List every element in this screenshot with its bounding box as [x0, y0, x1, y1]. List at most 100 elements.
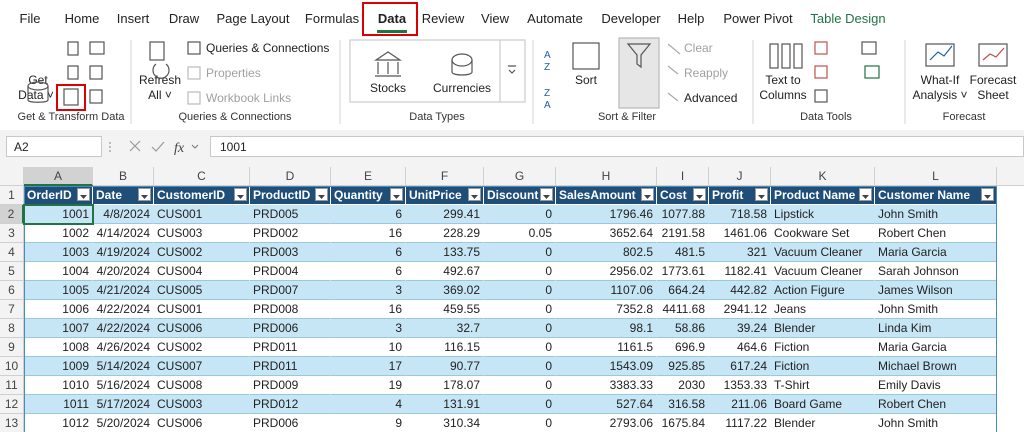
table-cell[interactable]: 1077.88 — [657, 205, 709, 224]
column-header[interactable]: K — [771, 167, 875, 186]
table-cell[interactable]: Blender — [771, 319, 875, 338]
table-cell[interactable]: 0 — [484, 357, 556, 376]
table-cell[interactable]: 1675.84 — [657, 414, 709, 432]
table-cell[interactable]: 17 — [331, 357, 406, 376]
table-header-cell[interactable]: Profit — [709, 186, 771, 205]
row-header[interactable]: 8 — [0, 319, 24, 338]
filter-dropdown[interactable] — [315, 188, 328, 201]
ribbon-button-label[interactable]: Columns — [759, 88, 807, 102]
table-cell[interactable]: 0 — [484, 376, 556, 395]
table-cell[interactable]: 802.5 — [556, 243, 657, 262]
table-cell[interactable]: 1773.61 — [657, 262, 709, 281]
ribbon-button-label[interactable]: Properties — [206, 66, 261, 80]
ribbon-button-label[interactable]: Refresh — [138, 73, 182, 87]
table-cell[interactable]: CUS002 — [154, 338, 250, 357]
table-cell[interactable]: 2793.06 — [556, 414, 657, 432]
table-cell[interactable]: 617.24 — [709, 357, 771, 376]
column-header[interactable]: F — [406, 167, 484, 186]
table-cell[interactable]: 0.05 — [484, 224, 556, 243]
table-cell[interactable]: Jeans — [771, 300, 875, 319]
column-header[interactable]: L — [875, 167, 997, 186]
table-header-cell[interactable]: CustomerID — [154, 186, 250, 205]
table-cell[interactable]: Fiction — [771, 338, 875, 357]
menu-tab[interactable]: View — [481, 11, 509, 26]
table-cell[interactable]: 310.34 — [406, 414, 484, 432]
filter-dropdown[interactable] — [138, 188, 151, 201]
column-header[interactable]: A — [24, 167, 93, 186]
table-cell[interactable]: 178.07 — [406, 376, 484, 395]
row-header[interactable]: 1 — [0, 186, 24, 205]
table-cell[interactable]: 1012 — [24, 414, 93, 432]
row-header[interactable]: 6 — [0, 281, 24, 300]
table-cell[interactable]: 299.41 — [406, 205, 484, 224]
table-cell[interactable]: 58.86 — [657, 319, 709, 338]
table-cell[interactable]: Cookware Set — [771, 224, 875, 243]
table-cell[interactable]: 0 — [484, 243, 556, 262]
table-cell[interactable]: 4 — [331, 395, 406, 414]
table-cell[interactable]: PRD006 — [250, 414, 331, 432]
table-cell[interactable]: James Wilson — [875, 281, 997, 300]
table-cell[interactable]: 10 — [331, 338, 406, 357]
ribbon-button-label[interactable]: What-If — [920, 73, 960, 87]
ribbon-button-label[interactable]: Reapply — [684, 66, 729, 80]
table-cell[interactable]: 4/14/2024 — [93, 224, 154, 243]
table-cell[interactable]: 0 — [484, 300, 556, 319]
table-cell[interactable]: 5/16/2024 — [93, 376, 154, 395]
table-header-cell[interactable]: Product Name — [771, 186, 875, 205]
corner[interactable] — [0, 167, 24, 186]
table-cell[interactable]: 1161.5 — [556, 338, 657, 357]
table-cell[interactable]: 39.24 — [709, 319, 771, 338]
table-cell[interactable]: 0 — [484, 281, 556, 300]
ribbon-button-label[interactable]: Get — [28, 73, 48, 87]
ribbon-button-label[interactable]: Queries & Connections — [206, 41, 330, 55]
name-box[interactable] — [6, 136, 102, 157]
menu-tab[interactable]: Insert — [116, 11, 150, 26]
table-cell[interactable]: 1003 — [24, 243, 93, 262]
table-cell[interactable]: CUS002 — [154, 243, 250, 262]
table-cell[interactable]: Fiction — [771, 357, 875, 376]
row-header[interactable]: 11 — [0, 376, 24, 395]
table-cell[interactable]: 2941.12 — [709, 300, 771, 319]
table-cell[interactable]: Sarah Johnson — [875, 262, 997, 281]
table-cell[interactable]: 481.5 — [657, 243, 709, 262]
table-cell[interactable]: 369.02 — [406, 281, 484, 300]
menu-tab[interactable]: Home — [64, 11, 100, 26]
table-cell[interactable]: 2191.58 — [657, 224, 709, 243]
filter-dropdown[interactable] — [77, 188, 90, 201]
table-cell[interactable]: 1461.06 — [709, 224, 771, 243]
table-cell[interactable]: 4/20/2024 — [93, 262, 154, 281]
row-header[interactable]: 2 — [0, 205, 24, 224]
row-header[interactable]: 4 — [0, 243, 24, 262]
menu-tab[interactable]: Review — [421, 11, 465, 26]
table-cell[interactable]: 32.7 — [406, 319, 484, 338]
table-cell[interactable]: 4/26/2024 — [93, 338, 154, 357]
filter-dropdown[interactable] — [693, 188, 706, 201]
table-cell[interactable]: CUS004 — [154, 262, 250, 281]
table-cell[interactable]: 4/22/2024 — [93, 319, 154, 338]
menu-tab[interactable]: Page Layout — [216, 11, 290, 26]
table-cell[interactable]: 321 — [709, 243, 771, 262]
menu-tab[interactable]: Power Pivot — [723, 11, 793, 26]
table-cell[interactable]: 4411.68 — [657, 300, 709, 319]
table-cell[interactable]: PRD011 — [250, 357, 331, 376]
table-cell[interactable]: 211.06 — [709, 395, 771, 414]
table-cell[interactable]: PRD003 — [250, 243, 331, 262]
table-cell[interactable]: 718.58 — [709, 205, 771, 224]
menu-tab[interactable]: Help — [677, 11, 705, 26]
table-cell[interactable]: 228.29 — [406, 224, 484, 243]
table-cell[interactable]: PRD002 — [250, 224, 331, 243]
column-header[interactable] — [997, 167, 1024, 186]
row-header[interactable]: 3 — [0, 224, 24, 243]
table-cell[interactable]: 664.24 — [657, 281, 709, 300]
table-cell[interactable]: 527.64 — [556, 395, 657, 414]
table-cell[interactable]: 0 — [484, 205, 556, 224]
ribbon-button-label[interactable]: Data ˅ — [18, 88, 54, 102]
table-cell[interactable]: PRD008 — [250, 300, 331, 319]
table-cell[interactable]: 442.82 — [709, 281, 771, 300]
table-cell[interactable]: 116.15 — [406, 338, 484, 357]
table-cell[interactable]: CUS005 — [154, 281, 250, 300]
table-cell[interactable]: 4/22/2024 — [93, 300, 154, 319]
table-cell[interactable]: 5/20/2024 — [93, 414, 154, 432]
ribbon-button-label[interactable]: Workbook Links — [206, 91, 292, 105]
table-header-cell[interactable]: UnitPrice — [406, 186, 484, 205]
